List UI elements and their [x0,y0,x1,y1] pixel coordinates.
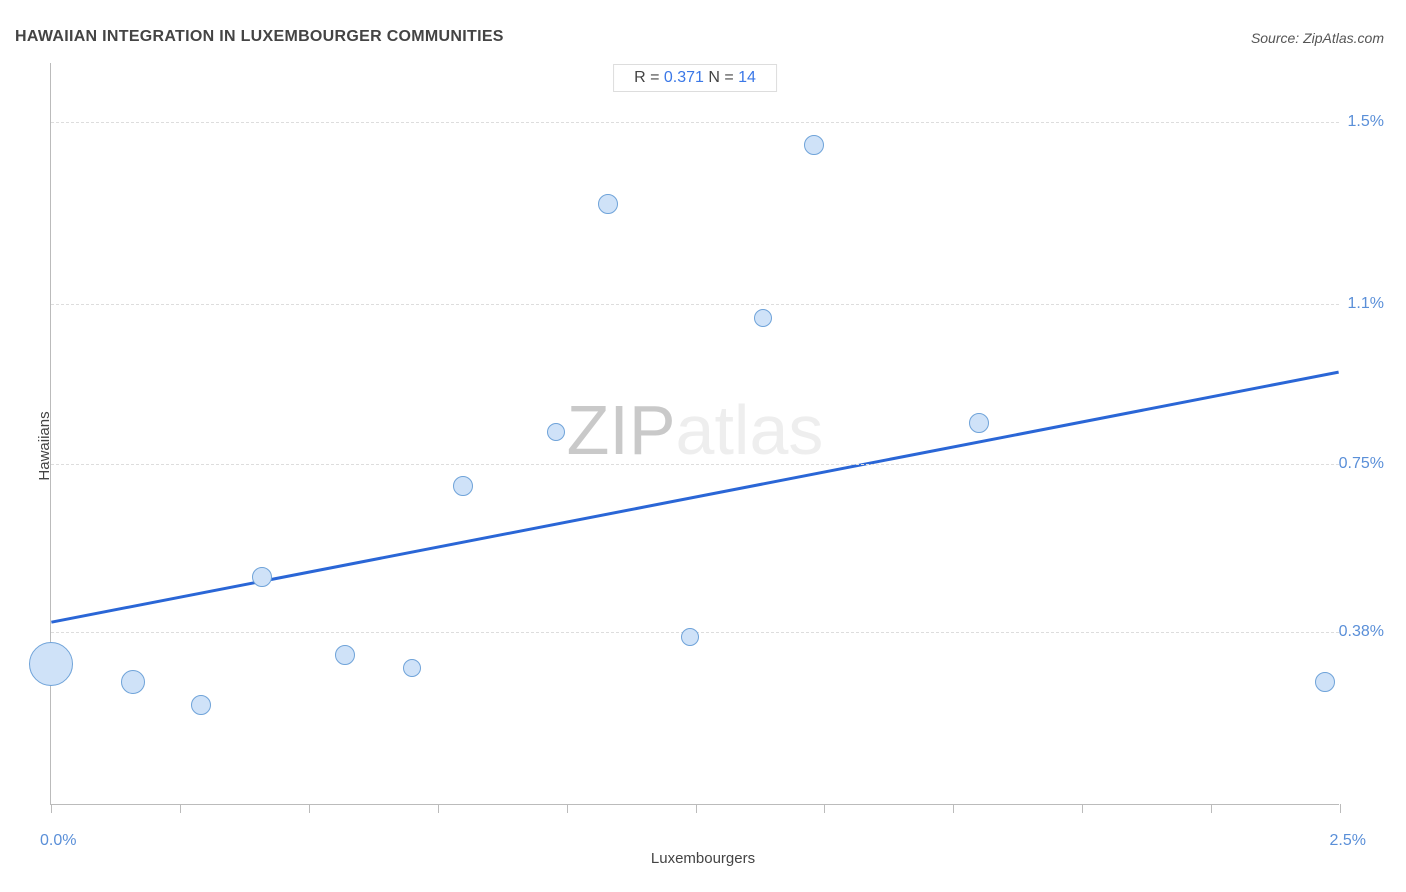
y-tick-label: 0.38% [1339,623,1384,641]
scatter-point [121,670,145,694]
stat-n-label: N = [704,69,738,86]
y-gridline [51,304,1339,305]
chart-title: HAWAIIAN INTEGRATION IN LUXEMBOURGER COM… [15,28,504,46]
x-max-label: 2.5% [1330,832,1366,850]
scatter-point [335,645,355,665]
stat-r-label: R = [634,69,664,86]
scatter-point [754,309,772,327]
scatter-point [969,413,989,433]
stats-box: R = 0.371 N = 14 [613,64,777,92]
chart-container: HAWAIIAN INTEGRATION IN LUXEMBOURGER COM… [0,0,1406,892]
y-tick-label: 1.1% [1348,295,1384,313]
x-tick [309,804,310,813]
stat-n-value: 14 [738,69,756,86]
trend-line [51,372,1338,622]
x-tick [1340,804,1341,813]
scatter-point [681,628,699,646]
source-prefix: Source: [1251,30,1303,46]
source-name: ZipAtlas.com [1303,30,1384,46]
x-tick [1082,804,1083,813]
scatter-point [598,194,618,214]
plot-area: ZIPatlas R = 0.371 N = 14 [50,63,1339,805]
x-tick [824,804,825,813]
scatter-point [453,476,473,496]
x-tick [953,804,954,813]
scatter-point [1315,672,1335,692]
source-attribution: Source: ZipAtlas.com [1251,30,1384,46]
scatter-point [403,659,421,677]
trend-line-svg [51,63,1339,804]
y-gridline [51,464,1339,465]
scatter-point [29,642,73,686]
stat-r-value: 0.371 [664,69,704,86]
x-tick [180,804,181,813]
scatter-point [191,695,211,715]
x-axis-label: Luxembourgers [651,850,755,867]
x-tick [1211,804,1212,813]
x-min-label: 0.0% [40,832,76,850]
x-tick [696,804,697,813]
y-gridline [51,122,1339,123]
x-tick [438,804,439,813]
x-tick [51,804,52,813]
y-tick-label: 1.5% [1348,113,1384,131]
scatter-point [804,135,824,155]
x-tick [567,804,568,813]
scatter-point [252,567,272,587]
y-tick-label: 0.75% [1339,455,1384,473]
scatter-point [547,423,565,441]
